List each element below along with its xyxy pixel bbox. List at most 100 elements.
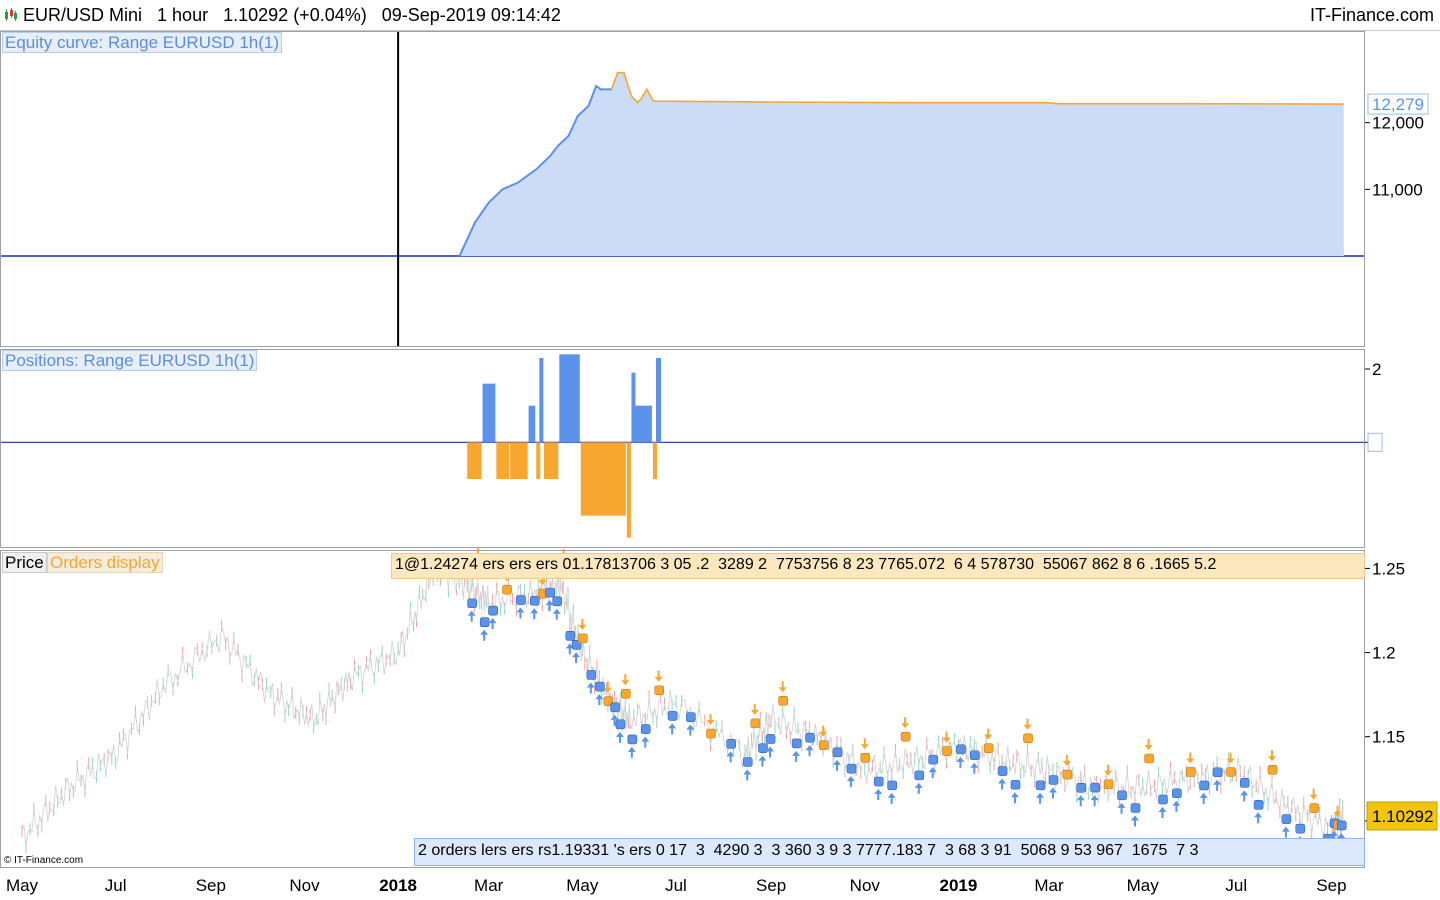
buy-order-marker: [479, 617, 490, 628]
buy-order-marker: [997, 766, 1008, 776]
short-position-bar: [580, 442, 626, 516]
buy-order-marker: [1158, 794, 1168, 805]
sell-arrow-icon: [1023, 718, 1032, 730]
buy-arrow-icon: [467, 610, 476, 622]
buy-arrow-icon: [1172, 800, 1181, 812]
buy-order-marker: [742, 757, 753, 767]
equity-last-value-box: [1367, 93, 1429, 115]
x-tick-label: May: [1127, 876, 1160, 895]
buy-arrow-icon: [1090, 795, 1099, 807]
sell-order-marker: [860, 752, 871, 763]
buy-arrow-icon: [1254, 812, 1263, 824]
buy-order-marker: [516, 595, 526, 605]
buy-arrow-icon: [627, 746, 636, 758]
sell-arrow-icon: [603, 681, 612, 693]
long-position-bar: [634, 405, 652, 443]
x-tick-label: Sep: [1316, 876, 1346, 895]
buy-order-marker: [627, 734, 638, 745]
buy-order-marker: [928, 754, 938, 765]
buy-order-marker: [552, 596, 563, 607]
buy-arrow-icon: [805, 745, 814, 757]
sell-order-marker: [1103, 779, 1114, 790]
buy-order-marker: [765, 734, 776, 744]
sell-order-marker: [706, 728, 716, 739]
short-position-bar: [496, 442, 510, 479]
buy-arrow-icon: [1330, 830, 1339, 842]
sell-order-marker: [1144, 753, 1154, 764]
buy-order-marker: [1253, 800, 1264, 810]
sell-order-marker: [1226, 767, 1236, 777]
last-price: 1.10292: [223, 5, 289, 25]
buy-arrow-icon: [686, 724, 695, 736]
sell-arrow-icon: [578, 618, 587, 630]
buy-arrow-icon: [610, 714, 619, 726]
positions-panel[interactable]: [0, 349, 1365, 548]
price-panel[interactable]: [0, 550, 1365, 868]
positions-panel-label[interactable]: Positions: Range EURUSD 1h(1): [2, 350, 258, 371]
x-tick-label: May: [566, 876, 599, 895]
buy-order-marker: [832, 747, 843, 758]
sell-arrow-icon: [654, 670, 663, 682]
short-position-bar: [536, 442, 541, 479]
buy-arrow-icon: [792, 750, 801, 762]
sell-arrow-icon: [1267, 750, 1276, 762]
buy-arrow-icon: [1010, 792, 1019, 804]
brand-name: IT-Finance.com: [1309, 5, 1434, 25]
positions-zero-box: [1367, 432, 1383, 452]
buy-arrow-icon: [552, 608, 561, 620]
buy-arrow-icon: [766, 746, 775, 758]
buy-order-marker: [686, 712, 696, 722]
buy-order-marker: [1239, 778, 1250, 788]
buy-arrow-icon: [846, 776, 855, 788]
buy-order-marker: [1212, 767, 1223, 778]
buy-order-marker: [846, 763, 857, 774]
buy-arrow-icon: [545, 600, 554, 612]
x-tick-label: Jul: [665, 876, 687, 895]
equity-last-value-label: 12,279: [1372, 95, 1424, 114]
buy-order-marker: [1281, 814, 1292, 824]
orders-panel-label[interactable]: Orders display: [47, 552, 163, 573]
sell-arrow-icon: [778, 681, 787, 693]
sell-order-marker: [900, 731, 911, 742]
buy-order-marker: [1048, 775, 1059, 785]
price-change: (+0.04%): [293, 5, 367, 25]
x-tick-label: 2019: [940, 876, 978, 895]
sell-arrow-icon: [984, 728, 993, 740]
buy-arrow-icon: [914, 782, 923, 794]
long-position-bar: [656, 358, 662, 443]
x-tick-label: May: [6, 876, 39, 895]
sell-arrow-icon: [901, 717, 910, 729]
x-tick-label: Nov: [289, 876, 320, 895]
buy-order-marker: [488, 605, 498, 616]
price-y-tick-label: 1.2: [1372, 644, 1396, 663]
chart-title: EUR/USD Mini 1 hour 1.10292 (+0.04%) 09-…: [23, 5, 561, 26]
long-position-bar: [528, 405, 536, 443]
equity-y-tick-label: 11,000: [1372, 180, 1423, 199]
sell-arrow-icon: [1333, 805, 1342, 817]
last-price-tag: [1366, 801, 1438, 831]
buy-order-marker: [1076, 782, 1087, 793]
short-position-bar: [626, 442, 631, 538]
sell-arrow-icon: [1104, 764, 1113, 776]
equity-panel-label[interactable]: Equity curve: Range EURUSD 1h(1): [2, 32, 283, 53]
buy-arrow-icon: [516, 607, 525, 619]
x-tick-label: Nov: [850, 876, 881, 895]
buy-order-marker: [1035, 780, 1046, 791]
equity-area: [459, 72, 1344, 257]
x-tick-label: Jul: [1225, 876, 1247, 895]
x-tick-label: Jul: [105, 876, 127, 895]
price-panel-label[interactable]: Price: [2, 552, 47, 573]
sell-order-marker: [983, 743, 994, 753]
sell-arrow-icon: [750, 703, 759, 715]
buy-arrow-icon: [743, 769, 752, 781]
buy-arrow-icon: [1036, 792, 1045, 804]
buy-order-marker: [1010, 779, 1021, 790]
long-position-bar: [482, 383, 496, 443]
price-y-tick-label: 1.25: [1372, 559, 1405, 578]
equity-panel[interactable]: [0, 31, 1365, 347]
buy-order-marker: [667, 711, 678, 721]
orders-label-strip-bottom: 2 orders lers ers rs1.19331 's ers 0 17 …: [414, 838, 1365, 866]
buy-arrow-icon: [970, 762, 979, 774]
sell-order-marker: [818, 740, 829, 751]
